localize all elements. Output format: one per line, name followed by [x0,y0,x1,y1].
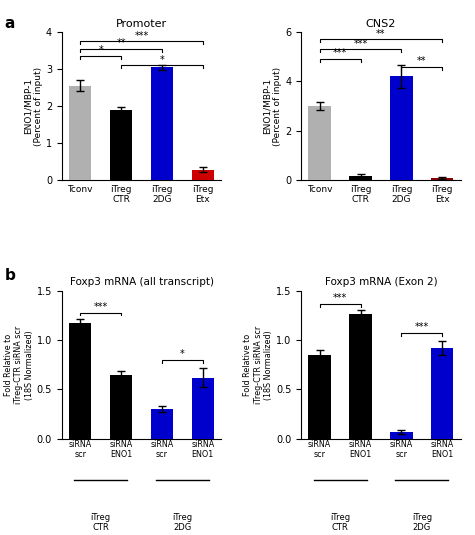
Bar [431,348,454,439]
Y-axis label: ENO1/MBP-1
(Percent of input): ENO1/MBP-1 (Percent of input) [263,66,283,146]
Text: b: b [5,268,16,282]
Text: iTreg
2DG: iTreg 2DG [172,513,192,532]
Bar [308,355,331,439]
Bar [69,323,92,439]
Bar [151,409,173,439]
Text: ***: *** [333,49,347,58]
Title: CNS2: CNS2 [366,19,396,28]
Title: Foxp3 mRNA (all transcript): Foxp3 mRNA (all transcript) [69,277,214,287]
Title: Promoter: Promoter [116,19,167,28]
Text: **: ** [417,56,427,66]
Bar [191,378,214,439]
Text: iTreg
CTR: iTreg CTR [91,513,111,532]
Text: ***: *** [353,39,368,49]
Bar [110,110,133,180]
Text: iTreg
2DG: iTreg 2DG [412,513,432,532]
Text: ***: *** [333,293,347,303]
Text: a: a [5,16,15,31]
Text: iTreg
CTR: iTreg CTR [330,513,350,532]
Text: ***: *** [94,302,108,312]
Bar [69,86,92,180]
Bar [431,178,454,180]
Bar [191,170,214,180]
Y-axis label: ENO1/MBP-1
(Percent of input): ENO1/MBP-1 (Percent of input) [24,66,43,146]
Y-axis label: Fold Relative to
iTreg-CTR siRNA scr
(18S Normalized): Fold Relative to iTreg-CTR siRNA scr (18… [244,326,273,404]
Text: *: * [180,349,185,359]
Title: Foxp3 mRNA (Exon 2): Foxp3 mRNA (Exon 2) [324,277,437,287]
Text: *: * [160,55,164,65]
Bar [308,106,331,180]
Text: *: * [98,45,103,56]
Bar [151,67,173,180]
Bar [390,77,413,180]
Bar [349,175,372,180]
Y-axis label: Fold Relative to
iTreg-CTR siRNA scr
(18S Normalized): Fold Relative to iTreg-CTR siRNA scr (18… [4,326,34,404]
Bar [390,432,413,439]
Bar [349,314,372,439]
Bar [110,374,133,439]
Text: ***: *** [134,30,149,41]
Text: **: ** [116,38,126,48]
Text: **: ** [376,29,386,39]
Text: ***: *** [415,323,429,332]
